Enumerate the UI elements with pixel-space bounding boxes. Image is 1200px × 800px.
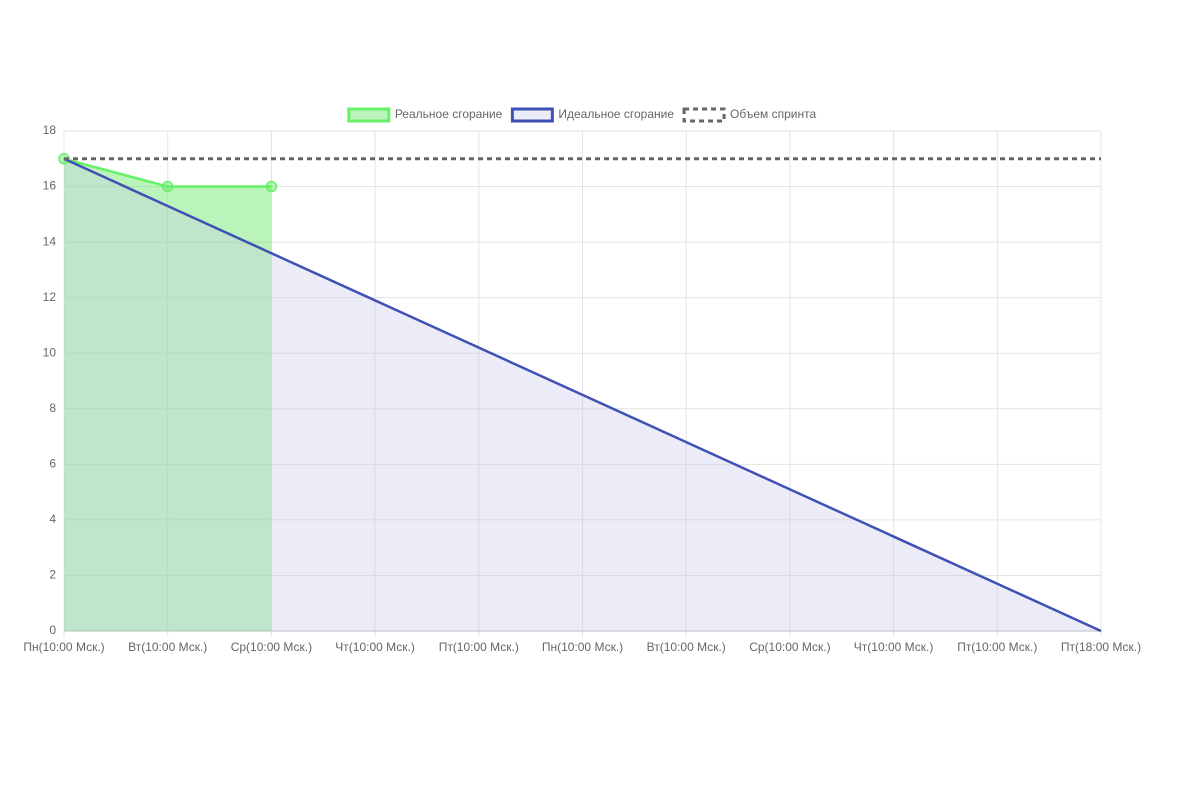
x-tick-label: Пн(10:00 Мск.)	[23, 640, 104, 654]
legend-label: Реальное сгорание	[395, 107, 503, 121]
x-tick-label: Вт(10:00 Мск.)	[128, 640, 207, 654]
y-tick-label: 16	[43, 179, 57, 193]
x-tick-label: Пт(10:00 Мск.)	[439, 640, 519, 654]
y-tick-label: 12	[43, 290, 57, 304]
x-tick-label: Чт(10:00 Мск.)	[335, 640, 415, 654]
legend-label: Идеальное сгорание	[558, 107, 674, 121]
legend-swatch	[510, 107, 554, 123]
y-tick-label: 10	[43, 345, 57, 359]
area	[64, 158, 272, 631]
line	[63, 157, 1102, 633]
point	[161, 180, 174, 193]
x-tick-label: Пт(18:00 Мск.)	[1061, 640, 1141, 654]
x-tick-label: Пн(10:00 Мск.)	[542, 640, 623, 654]
legend-swatch	[682, 107, 726, 123]
x-tick-label: Ср(10:00 Мск.)	[231, 640, 312, 654]
y-tick-label: 4	[49, 512, 56, 526]
legend-swatch	[347, 107, 391, 123]
y-tick-label: 6	[49, 457, 56, 471]
point	[265, 180, 278, 193]
line	[63, 157, 272, 188]
x-tick-label: Чт(10:00 Мск.)	[854, 640, 934, 654]
y-tick-label: 18	[43, 123, 57, 137]
y-tick-label: 8	[49, 401, 56, 415]
y-tick-label: 14	[43, 234, 57, 248]
y-tick-label: 2	[49, 568, 56, 582]
x-tick-label: Вт(10:00 Мск.)	[647, 640, 726, 654]
legend-label: Объем спринта	[730, 107, 816, 121]
x-tick-label: Ср(10:00 Мск.)	[749, 640, 830, 654]
y-tick-label: 0	[49, 623, 56, 637]
x-tick-label: Пт(10:00 Мск.)	[957, 640, 1037, 654]
legend: Реальное сгорание Идеальное сгорание Объем…	[347, 107, 816, 123]
